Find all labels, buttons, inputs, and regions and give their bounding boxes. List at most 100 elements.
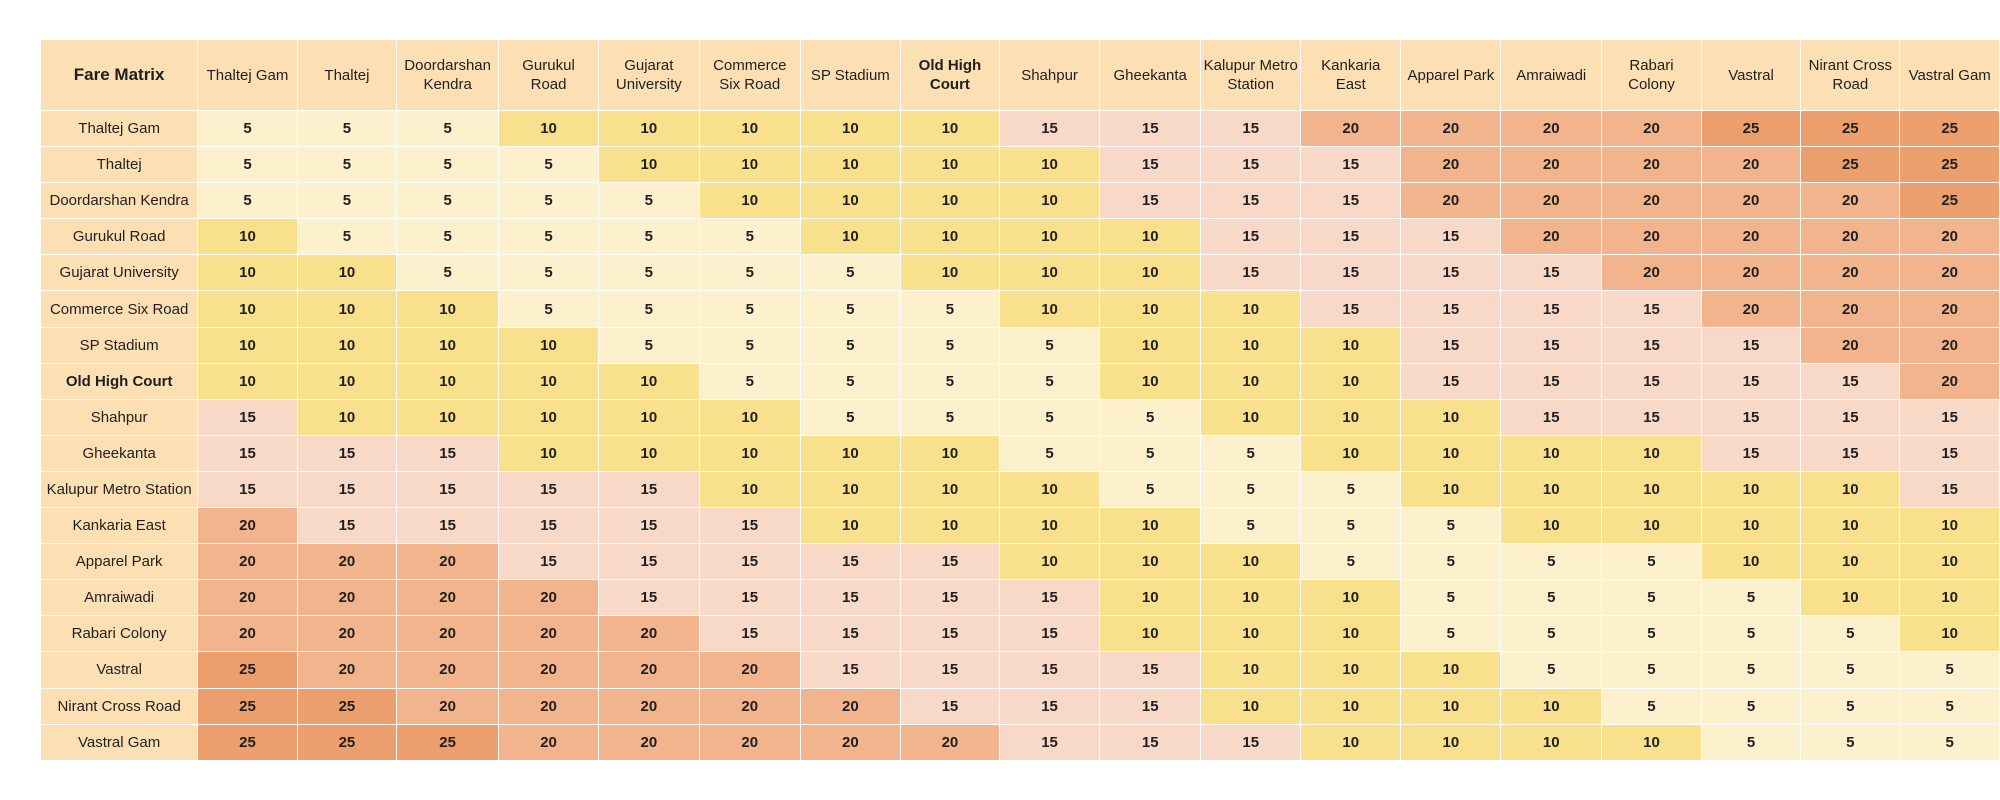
fare-cell: 15 xyxy=(1500,398,1603,436)
row-header: Thaltej xyxy=(39,146,199,184)
fare-cell: 25 xyxy=(1899,182,2000,220)
fare-cell: 10 xyxy=(799,470,901,509)
fare-cell: 10 xyxy=(1500,434,1603,472)
fare-cell: 5 xyxy=(698,254,801,292)
fare-cell: 10 xyxy=(296,290,398,328)
table-row: SP Stadium 10 10 10 10 5 5 5 5 5 10 10 10 15 15 15 15 20 2… xyxy=(39,326,2000,364)
row-header: Kankaria East xyxy=(39,507,199,545)
fare-cell: 10 xyxy=(799,434,901,472)
fare-cell: 10 xyxy=(698,470,801,509)
fare-cell: 10 xyxy=(1700,543,1802,581)
fare-cell: 10 xyxy=(1800,579,1901,617)
fare-cell: 20 xyxy=(498,615,599,653)
fare-cell: 5 xyxy=(498,146,599,184)
fare-cell: 10 xyxy=(1200,687,1302,725)
column-header: Shahpur xyxy=(998,39,1101,111)
fare-cell: 20 xyxy=(1800,254,1901,292)
fare-cell: 10 xyxy=(197,362,298,400)
row-header: Vastral xyxy=(39,651,199,689)
fare-cell: 5 xyxy=(799,290,901,328)
fare-cell: 10 xyxy=(1300,434,1402,472)
column-header: Vastral xyxy=(1700,39,1802,111)
fare-cell: 10 xyxy=(1300,326,1402,364)
fare-cell: 15 xyxy=(1400,254,1502,292)
column-header-line: Doordarshan xyxy=(404,57,491,74)
fare-cell: 15 xyxy=(1800,434,1901,472)
fare-cell: 20 xyxy=(396,543,500,581)
column-header: Doordarshan Kendra xyxy=(396,39,500,111)
column-header: Commerce Six Road xyxy=(698,39,801,111)
fare-cell: 15 xyxy=(899,687,1001,725)
fare-cell: 20 xyxy=(1700,182,1802,220)
fare-cell: 5 xyxy=(1601,687,1702,725)
row-header: Vastral Gam xyxy=(39,723,199,761)
fare-cell: 10 xyxy=(1300,615,1402,653)
fare-cell: 5 xyxy=(197,182,298,220)
fare-cell: 20 xyxy=(799,723,901,761)
fare-cell: 5 xyxy=(899,326,1001,364)
fare-cell: 20 xyxy=(396,651,500,689)
fare-cell: 20 xyxy=(1700,290,1802,328)
fare-cell: 5 xyxy=(1899,723,2000,761)
fare-cell: 15 xyxy=(799,579,901,617)
table-row: Doordarshan Kendra 5 5 5 5 5 10 10 10 10 15 15 15 20 2… xyxy=(39,182,2000,220)
column-header-line: Commerce xyxy=(713,57,787,74)
column-header-line: Road xyxy=(530,76,567,93)
fare-cell: 5 xyxy=(998,434,1101,472)
table-row: Gurukul Road 10 5 5 5 5 5 10 10 10 10 15 15 15 20 20 20 2… xyxy=(39,218,2000,256)
fare-cell: 15 xyxy=(1099,687,1202,725)
fare-cell: 5 xyxy=(396,254,500,292)
fare-cell: 20 xyxy=(1601,218,1702,256)
fare-cell: 25 xyxy=(1800,109,1901,148)
row-header: Shahpur xyxy=(39,398,199,436)
fare-cell: 10 xyxy=(1899,615,2000,653)
row-header: SP Stadium xyxy=(39,326,199,364)
column-header-line: Station xyxy=(1227,76,1275,93)
fare-cell: 15 xyxy=(498,507,599,545)
fare-cell: 20 xyxy=(698,651,801,689)
fare-cell: 10 xyxy=(1800,543,1901,581)
column-header: Apparel Park xyxy=(1400,39,1502,111)
fare-cell: 15 xyxy=(197,398,298,436)
fare-cell: 10 xyxy=(698,182,801,220)
fare-cell: 20 xyxy=(498,723,599,761)
fare-cell: 5 xyxy=(597,218,700,256)
fare-cell: 10 xyxy=(1099,507,1202,545)
column-header: Amraiwadi xyxy=(1500,39,1603,111)
fare-cell: 15 xyxy=(899,579,1001,617)
fare-cell: 15 xyxy=(1099,723,1202,761)
fare-cell: 5 xyxy=(998,326,1101,364)
table-row: Gujarat University 10 10 5 5 5 5 5 10 10 10 15 15 15 1… xyxy=(39,254,2000,292)
fare-cell: 5 xyxy=(597,290,700,328)
fare-cell: 10 xyxy=(1200,398,1302,436)
fare-cell: 5 xyxy=(1300,507,1402,545)
fare-cell: 10 xyxy=(1200,615,1302,653)
fare-cell: 5 xyxy=(899,398,1001,436)
fare-cell: 5 xyxy=(1700,615,1802,653)
fare-cell: 5 xyxy=(1300,543,1402,581)
fare-cell: 10 xyxy=(396,362,500,400)
fare-cell: 5 xyxy=(1300,470,1402,509)
fare-cell: 25 xyxy=(1899,109,2000,148)
fare-cell: 10 xyxy=(597,362,700,400)
fare-cell: 20 xyxy=(1500,109,1603,148)
fare-cell: 10 xyxy=(799,182,901,220)
column-header: Gheekanta xyxy=(1099,39,1202,111)
fare-cell: 15 xyxy=(998,109,1101,148)
fare-cell: 20 xyxy=(296,651,398,689)
fare-cell: 10 xyxy=(1601,507,1702,545)
fare-cell: 5 xyxy=(498,290,599,328)
table-row: Vastral 25 20 20 20 20 20 15 15 15 15 10 10 10 5 5 5 5 5 xyxy=(39,651,2000,689)
fare-cell: 10 xyxy=(296,398,398,436)
fare-cell: 10 xyxy=(1400,651,1502,689)
fare-cell: 10 xyxy=(899,146,1001,184)
fare-cell: 20 xyxy=(1500,146,1603,184)
fare-cell: 5 xyxy=(296,146,398,184)
fare-cell: 10 xyxy=(1899,579,2000,617)
fare-cell: 20 xyxy=(296,543,398,581)
header-row: Fare Matrix Thaltej Gam Thaltej Doordarsha… xyxy=(39,39,2000,111)
fare-cell: 15 xyxy=(1700,362,1802,400)
fare-cell: 15 xyxy=(1899,434,2000,472)
fare-cell: 10 xyxy=(597,398,700,436)
fare-cell: 15 xyxy=(899,615,1001,653)
